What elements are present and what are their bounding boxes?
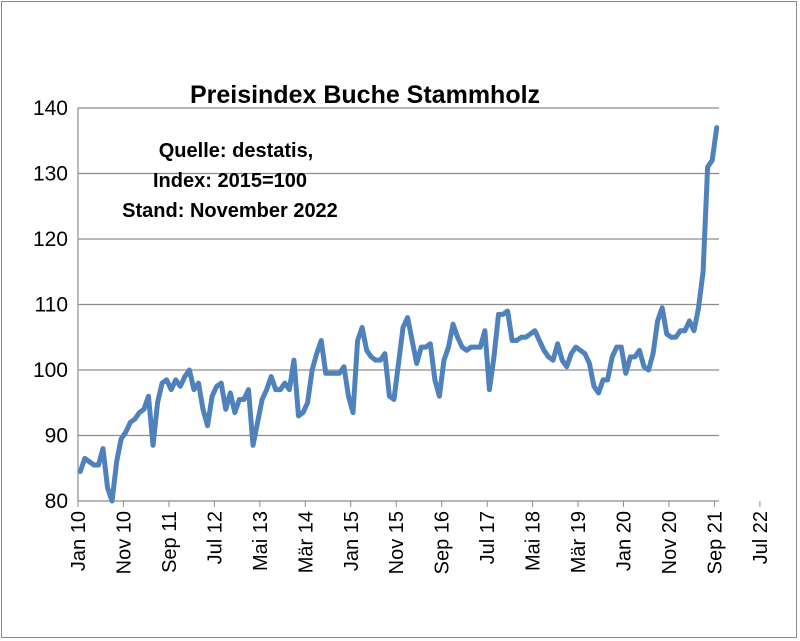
x-tick-label: Nov 20 [659,511,681,574]
chart-title: Preisindex Buche Stammholz [190,81,540,109]
x-tick-label: Jan 15 [341,511,363,571]
x-tick-label: Jan 10 [68,511,90,571]
x-tick-label: Mär 14 [295,511,317,573]
annotation-line-2: Index: 2015=100 [153,170,307,192]
axes [77,108,719,502]
x-tick-label: Nov 10 [113,511,135,574]
x-tick-label: Sep 16 [432,511,454,574]
annotation-line-3: Stand: November 2022 [122,200,338,222]
x-tick-label: Jul 12 [204,511,226,564]
y-tick-label-120: 120 [33,228,68,251]
annotation-line-1: Quelle: destatis, [159,140,314,162]
y-tick-label-80: 80 [45,490,68,513]
y-tick-label-100: 100 [33,359,68,382]
y-tick-label-90: 90 [45,425,68,448]
gridlines [78,107,719,437]
x-tick-label: Jan 20 [614,511,636,571]
y-tick-label-130: 130 [33,163,68,186]
x-tick-label: Jul 22 [750,511,772,564]
x-tick-label: Mär 19 [568,511,590,573]
series-group [77,125,720,504]
x-tick-label: Mai 18 [523,511,545,571]
y-tick-label-110: 110 [35,294,68,317]
x-tick-label: Nov 15 [386,511,408,574]
x-tick-label: Mai 13 [250,511,272,571]
y-axis-ticks: 80 90 100 110 120 130 140 [33,97,68,513]
y-tick-label-140: 140 [33,97,68,120]
x-tick-label: Sep 11 [159,511,181,573]
x-tick-label: Jul 17 [477,511,499,564]
x-axis-ticks: Jan 10 Nov 10 Sep 11 Jul 12 Mai 13 Mär 14 Jan … [68,501,772,574]
x-tick-label: Sep 21 [704,511,726,574]
